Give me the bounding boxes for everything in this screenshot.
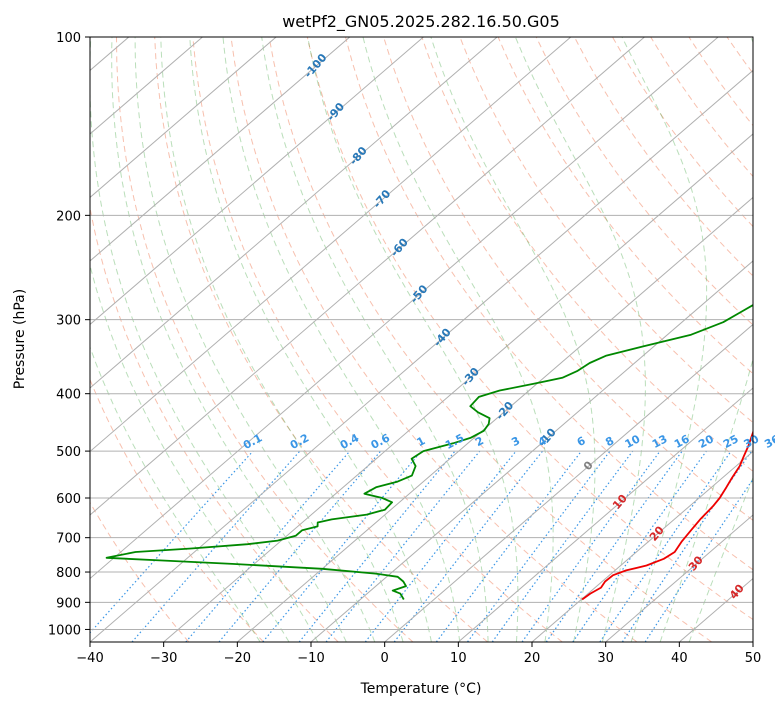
x-axis: −40 −30 −20 −10 0 10 20 30 40 50 (76, 642, 761, 666)
isotherm-line (90, 37, 719, 580)
mixing-ratio-label: 25 (721, 432, 741, 451)
y-tick-label: 100 (56, 31, 81, 46)
y-tick-label: 500 (56, 445, 81, 460)
x-tick-label: −40 (76, 651, 103, 666)
mixing-ratio-line (621, 450, 753, 642)
y-tick-label: 1000 (48, 623, 81, 638)
plot-frame (89, 36, 754, 643)
mixing-ratio-label: 13 (650, 432, 670, 451)
moist-adiabat (90, 263, 290, 642)
x-tick-label: 10 (450, 651, 467, 666)
isotherm-line (90, 37, 351, 262)
mixing-ratio-line (298, 450, 456, 642)
x-tick-label: 20 (524, 651, 541, 666)
isotherm-line (458, 387, 753, 642)
dry-adiabat (306, 37, 753, 621)
isotherm-line (605, 514, 753, 642)
y-axis-title: Pressure (hPa) (12, 289, 28, 389)
isotherm-line (90, 37, 572, 453)
mixing-ratio-line (325, 450, 481, 642)
x-tick-label: 30 (597, 651, 614, 666)
mixing-ratio-label: 10 (623, 432, 643, 451)
y-tick-label: 900 (56, 596, 81, 611)
x-tick-label: 40 (671, 651, 688, 666)
moist-adiabat (222, 37, 461, 642)
moist-adiabat (134, 37, 376, 642)
x-tick-label: 0 (381, 651, 389, 666)
y-tick-label: 600 (56, 492, 81, 507)
isotherm-line (90, 37, 498, 389)
chart-title: wetPf2_GN05.2025.282.16.50.G05 (282, 12, 560, 32)
moist-adiabat (659, 37, 753, 642)
temperature-profile-line (581, 429, 753, 601)
mixing-ratio-label: 20 (696, 432, 716, 451)
dry-adiabat (497, 37, 753, 375)
moist-adiabat (189, 37, 432, 642)
dry-adiabat (230, 37, 638, 642)
x-tick-label: 50 (745, 651, 762, 666)
dry-adiabat (421, 37, 753, 472)
y-tick-label: 200 (56, 209, 81, 224)
x-tick-label: −10 (297, 651, 324, 666)
mixing-ratio-label: 36 (762, 432, 775, 451)
mixing-ratio-line (521, 450, 661, 642)
isotherm-line (90, 37, 424, 326)
dry-adiabat (535, 37, 753, 326)
x-tick-label: −20 (224, 651, 251, 666)
isotherm-line (90, 37, 645, 516)
moist-adiabat (111, 37, 347, 642)
dewpoint-profile-line (105, 303, 753, 600)
dry-adiabat (90, 205, 339, 642)
y-tick-label: 400 (56, 388, 81, 403)
moist-adiabat (514, 37, 646, 642)
dry-adiabat (90, 378, 264, 642)
dry-adiabat (459, 37, 753, 424)
isotherm-line (531, 450, 753, 642)
plot-background (90, 37, 753, 642)
dry-adiabat (154, 37, 488, 642)
moist-adiabat (362, 37, 554, 642)
mixing-ratio-label: 16 (672, 432, 692, 451)
x-tick-label: −30 (150, 651, 177, 666)
isotherm-line (310, 260, 753, 642)
isotherm-line (90, 37, 277, 199)
series-lines (105, 303, 753, 601)
mixing-ratio-line (467, 450, 611, 642)
moist-adiabat (160, 37, 404, 642)
mixing-ratio-label: 30 (742, 432, 762, 451)
mixing-ratio-line (435, 450, 582, 642)
background-lines (90, 37, 753, 642)
mixing-ratio-line (218, 450, 382, 642)
mixing-ratio-line (262, 450, 422, 642)
moist-adiabat (621, 37, 708, 642)
mixing-ratio-line (572, 450, 707, 642)
y-tick-label: 300 (56, 314, 81, 329)
moist-adiabat (688, 476, 753, 642)
moist-adiabat (261, 37, 489, 642)
dry-adiabat (90, 501, 190, 642)
mixing-ratio-line (545, 450, 683, 642)
grid-lines (90, 37, 753, 642)
y-tick-label: 700 (56, 532, 81, 547)
isotherm-line (384, 323, 753, 642)
moist-adiabat (307, 37, 519, 642)
y-axis: 100 200 300 400 500 600 700 800 900 1000 (48, 31, 90, 638)
moist-adiabat (90, 37, 319, 642)
isotherm-line (90, 69, 753, 642)
mixing-ratio-line (90, 450, 254, 634)
dry-adiabat (345, 37, 753, 571)
mixing-ratio-line (599, 450, 732, 642)
moist-adiabat (90, 345, 261, 642)
y-tick-label: 800 (56, 566, 81, 581)
x-axis-title: Temperature (°C) (360, 681, 482, 697)
isotherm-line (163, 133, 753, 642)
isotherm-line (237, 196, 753, 642)
